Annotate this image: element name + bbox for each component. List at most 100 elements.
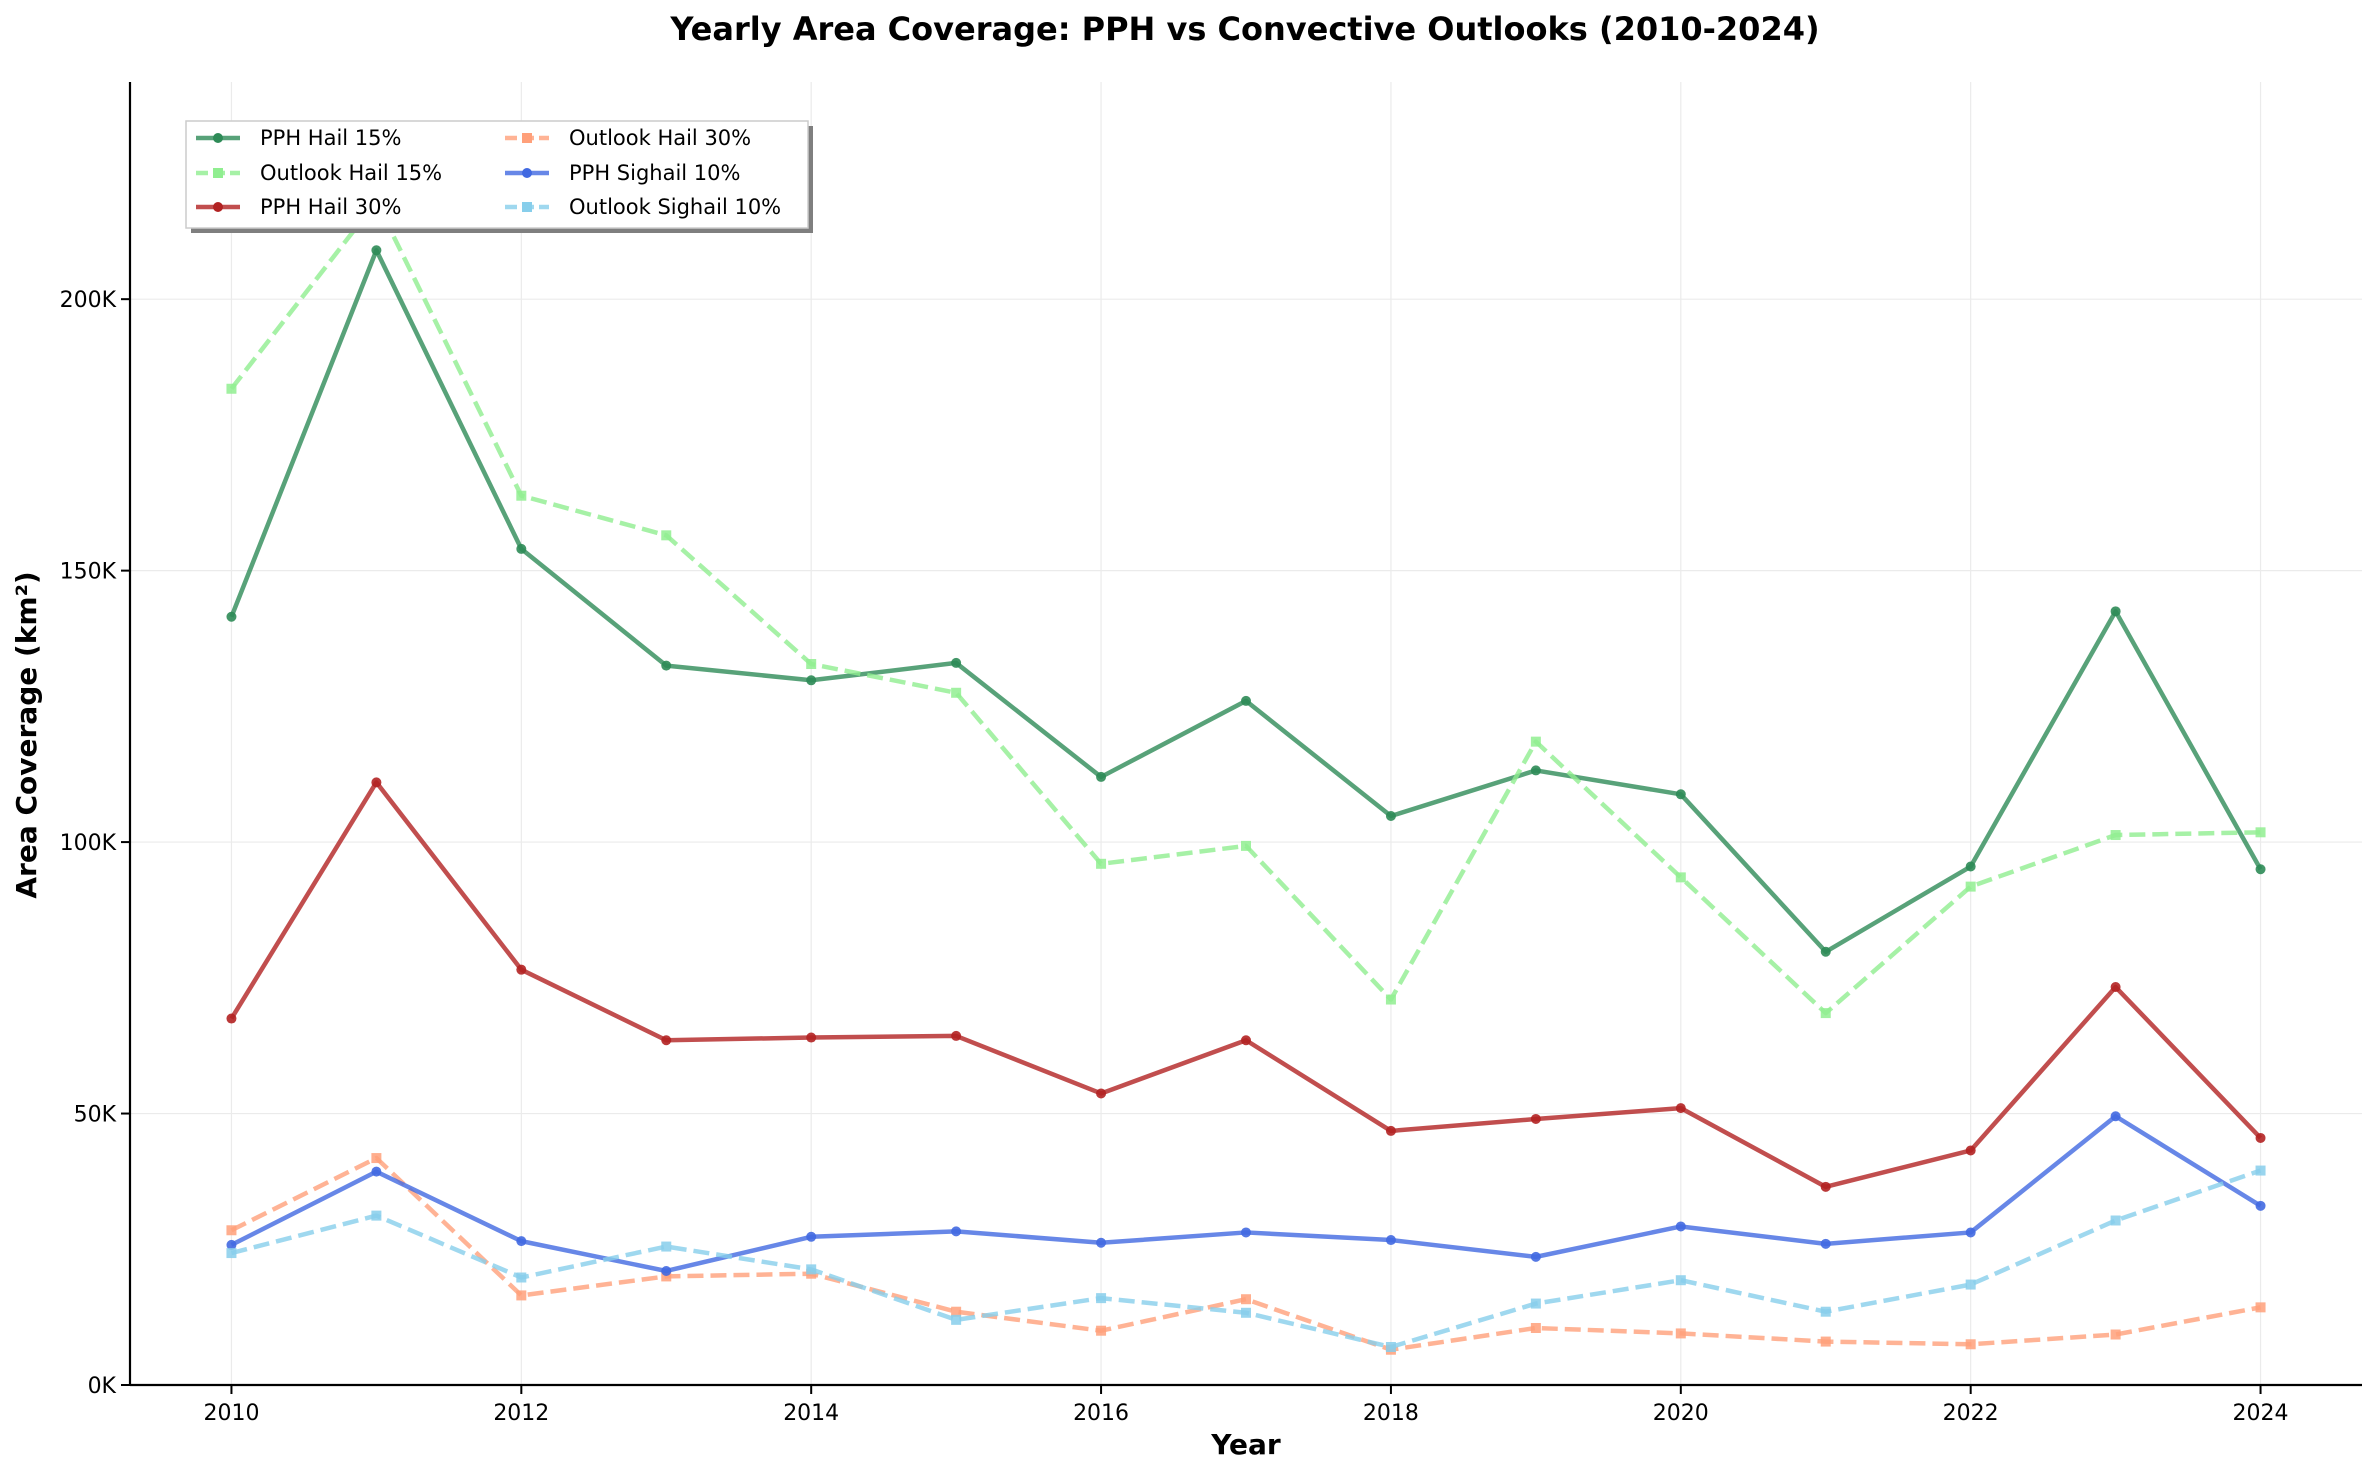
data-point bbox=[226, 611, 237, 622]
data-point bbox=[1241, 1294, 1251, 1305]
data-point bbox=[2255, 1200, 2266, 1211]
data-point bbox=[1965, 1227, 1976, 1238]
y-tick-label: 150K bbox=[60, 560, 117, 585]
data-point bbox=[1675, 1328, 1686, 1339]
data-point bbox=[1675, 872, 1686, 883]
data-point bbox=[1530, 1113, 1541, 1124]
data-point bbox=[661, 1271, 672, 1282]
data-point bbox=[1385, 994, 1396, 1005]
y-tick-label: 200K bbox=[60, 288, 117, 313]
data-point bbox=[371, 1153, 382, 1164]
data-point bbox=[1530, 736, 1541, 747]
data-point bbox=[1096, 1293, 1107, 1304]
legend-swatch-marker bbox=[213, 202, 223, 212]
data-point bbox=[2255, 864, 2266, 875]
y-axis-label: Area Coverage (km²) bbox=[10, 571, 43, 898]
x-tick-label: 2012 bbox=[493, 1401, 549, 1426]
x-tick-label: 2018 bbox=[1363, 1401, 1419, 1426]
data-point bbox=[661, 530, 672, 541]
x-tick-label: 2014 bbox=[783, 1401, 839, 1426]
data-point bbox=[1675, 789, 1686, 800]
data-point bbox=[1385, 811, 1396, 822]
legend-entry-outlook-hail-15: Outlook Hail 15% bbox=[196, 161, 442, 185]
data-point bbox=[1820, 1306, 1831, 1317]
x-tick-label: 2020 bbox=[1653, 1401, 1709, 1426]
legend-label: PPH Sighail 10% bbox=[569, 161, 741, 185]
series-pph-sighail-10 bbox=[226, 1111, 2266, 1276]
data-point bbox=[1530, 1322, 1541, 1333]
data-point bbox=[371, 1166, 382, 1177]
x-axis-label: Year bbox=[1210, 1428, 1281, 1461]
data-point bbox=[226, 1013, 237, 1024]
data-point bbox=[2110, 606, 2121, 617]
x-tick-label: 2016 bbox=[1073, 1401, 1129, 1426]
legend-swatch-marker bbox=[213, 168, 223, 178]
data-point bbox=[1385, 1235, 1396, 1246]
data-point bbox=[1675, 1221, 1686, 1232]
data-point bbox=[2110, 1215, 2121, 1226]
series-lines bbox=[226, 196, 2266, 1355]
data-point bbox=[516, 964, 527, 975]
series-outlook-hail-15 bbox=[226, 196, 2266, 1019]
data-point bbox=[226, 1225, 237, 1236]
data-point bbox=[1820, 1238, 1831, 1249]
data-point bbox=[1820, 1008, 1831, 1019]
legend-entry-pph-sighail-10: PPH Sighail 10% bbox=[505, 161, 741, 185]
x-tick-label: 2010 bbox=[203, 1401, 259, 1426]
series-line bbox=[230, 1168, 2262, 1350]
data-point bbox=[951, 1306, 962, 1317]
data-point bbox=[1241, 1307, 1251, 1318]
data-point bbox=[1965, 1279, 1976, 1290]
legend-entry-pph-hail-15: PPH Hail 15% bbox=[196, 126, 401, 150]
legend: PPH Hail 15% Outlook Hail 15% PPH Hail 30%… bbox=[185, 120, 813, 233]
data-point bbox=[951, 1226, 962, 1237]
data-point bbox=[1096, 1237, 1107, 1248]
data-point bbox=[951, 1030, 962, 1041]
legend-entry-outlook-hail-30: Outlook Hail 30% bbox=[505, 126, 751, 150]
data-point bbox=[1096, 1325, 1107, 1336]
legend-label: PPH Hail 30% bbox=[260, 195, 401, 219]
data-point bbox=[1820, 1336, 1831, 1347]
data-point bbox=[951, 657, 962, 668]
series-pph-hail-15 bbox=[226, 245, 2266, 957]
data-point bbox=[516, 543, 527, 554]
data-point bbox=[1530, 1298, 1541, 1309]
data-point bbox=[226, 1239, 237, 1250]
data-point bbox=[806, 1264, 817, 1275]
data-point bbox=[516, 1236, 527, 1247]
legend-entry-pph-hail-30: PPH Hail 30% bbox=[196, 195, 401, 219]
data-point bbox=[1241, 695, 1251, 706]
x-axis-ticks: 2010 2012 2014 2016 2018 2020 2022 2024 bbox=[203, 1385, 2289, 1426]
data-point bbox=[951, 687, 962, 698]
data-point bbox=[2255, 1132, 2266, 1143]
legend-swatch-marker bbox=[522, 202, 532, 212]
x-tick-label: 2024 bbox=[2233, 1401, 2289, 1426]
data-point bbox=[661, 1035, 672, 1046]
legend-swatch-marker bbox=[522, 168, 532, 178]
data-point bbox=[806, 675, 817, 686]
data-point bbox=[2110, 982, 2121, 993]
legend-swatch-marker bbox=[522, 133, 532, 143]
data-point bbox=[1820, 1181, 1831, 1192]
data-point bbox=[1530, 1251, 1541, 1262]
legend-label: Outlook Sighail 10% bbox=[569, 195, 781, 219]
series-line bbox=[230, 1114, 2262, 1274]
legend-entry-outlook-sighail-10: Outlook Sighail 10% bbox=[505, 195, 781, 219]
data-point bbox=[1675, 1103, 1686, 1114]
data-point bbox=[226, 383, 237, 394]
legend-box bbox=[185, 120, 809, 229]
data-point bbox=[1096, 1088, 1107, 1099]
series-line bbox=[230, 1155, 2261, 1352]
data-point bbox=[226, 1248, 237, 1259]
series-line bbox=[229, 199, 2261, 1016]
legend-label: Outlook Hail 30% bbox=[569, 126, 751, 150]
data-point bbox=[516, 1290, 527, 1301]
data-point bbox=[1965, 861, 1976, 872]
data-point bbox=[1096, 771, 1107, 782]
data-point bbox=[1241, 1227, 1251, 1238]
data-point bbox=[661, 660, 672, 671]
data-point bbox=[661, 1265, 672, 1276]
data-point bbox=[1965, 1145, 1976, 1156]
x-tick-label: 2022 bbox=[1943, 1401, 1999, 1426]
data-point bbox=[516, 1272, 527, 1283]
